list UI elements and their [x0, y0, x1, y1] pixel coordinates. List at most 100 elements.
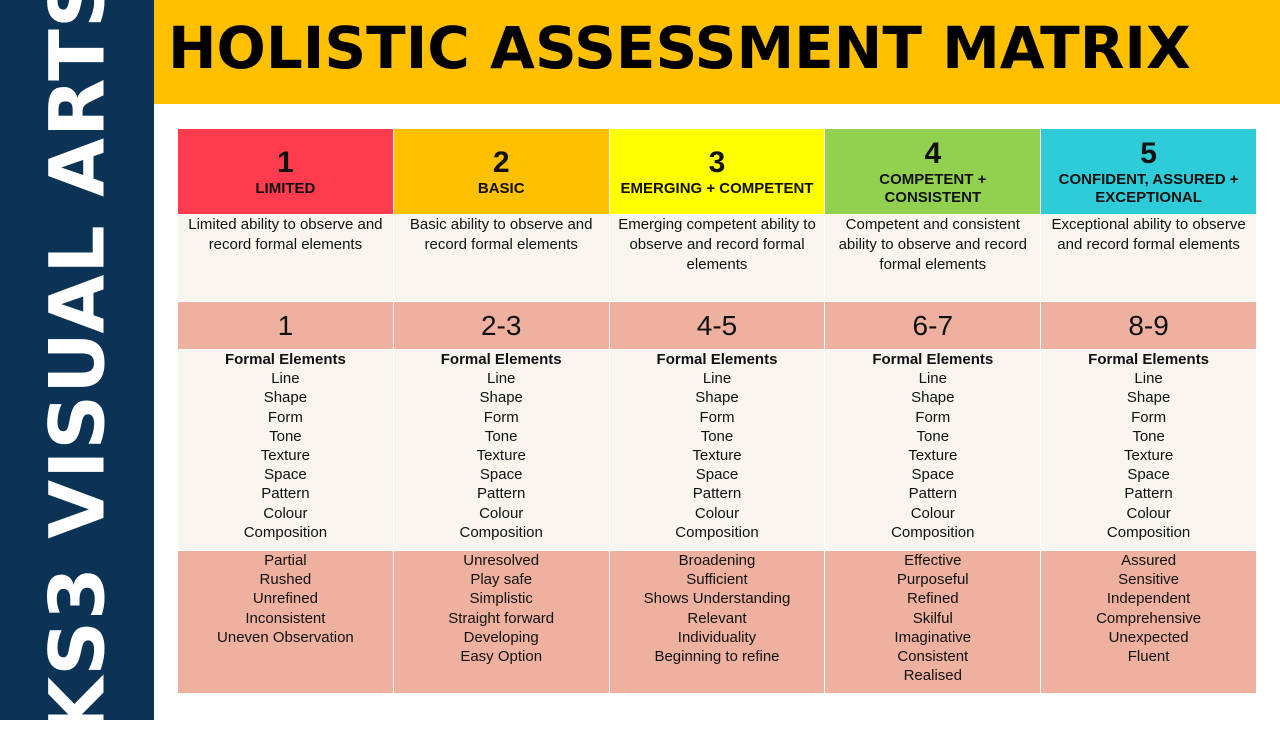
descriptor-word: Straight forward [448, 609, 555, 627]
descriptor-cell: Broadening Sufficient Shows Understanding R… [608, 550, 826, 694]
grade-row: 1 2-3 4-5 6-7 8-9 [177, 301, 1257, 350]
level-label: COMPETENT + CONSISTENT [879, 170, 987, 206]
formal-element-item: Form [483, 408, 519, 426]
formal-elements-cell: Formal Elements Line Shape Form Tone Texture S… [824, 349, 1042, 551]
descriptor-word: Developing [463, 628, 539, 646]
grade-value: 4-5 [696, 309, 738, 341]
descriptor-word: Sufficient [686, 571, 748, 589]
formal-element-item: Shape [911, 389, 955, 407]
formal-element-item: Composition [675, 523, 759, 541]
formal-element-item: Pattern [908, 485, 957, 503]
grade-cell: 2-3 [392, 301, 610, 350]
descriptor-word: Imaginative [894, 628, 972, 646]
descriptor-word: Sensitive [1118, 571, 1180, 589]
formal-element-item: Colour [910, 504, 955, 522]
formal-element-item: Form [1131, 408, 1167, 426]
level-number: 5 [1140, 136, 1157, 170]
level-label: CONFIDENT, ASSURED + EXCEPTIONAL [1058, 170, 1239, 206]
formal-element-item: Colour [694, 504, 740, 522]
level-header-cell: 1 LIMITED [177, 128, 394, 215]
grade-value: 1 [277, 309, 294, 341]
level-description: Exceptional ability to observe and recor… [1040, 214, 1257, 302]
descriptor-word: Individuality [677, 628, 757, 646]
formal-element-item: Space [911, 466, 955, 484]
level-header-cell: 2 BASIC [392, 128, 610, 215]
formal-element-item: Space [695, 466, 739, 484]
sidebar: KS3 VISUAL ARTS [0, 0, 154, 736]
descriptor-word: Comprehensive [1096, 609, 1202, 627]
descriptor-words-row: Partial Rushed Unrefined Inconsistent Uneven… [177, 550, 1257, 694]
formal-element-item: Form [267, 408, 303, 426]
formal-element-item: Shape [263, 389, 308, 407]
descriptor-word: Independent [1106, 590, 1191, 608]
descriptor-word: Refined [906, 590, 959, 608]
descriptor-cell: Effective Purposeful Refined Skilful Imagina… [824, 550, 1042, 694]
formal-element-item: Pattern [692, 485, 742, 503]
formal-element-item: Colour [1126, 504, 1171, 522]
descriptor-word: Consistent [897, 648, 969, 666]
descriptor-word: Unresolved [463, 552, 540, 569]
level-number: 2 [492, 145, 510, 179]
formal-element-item: Form [915, 408, 951, 426]
descriptor-word: Effective [904, 552, 962, 569]
formal-element-item: Pattern [477, 485, 526, 503]
descriptor-word: Beginning to refine [654, 648, 780, 666]
formal-element-item: Composition [1106, 523, 1191, 541]
formal-elements-title: Formal Elements [872, 351, 994, 368]
descriptor-word: Assured [1121, 552, 1177, 569]
formal-element-item: Line [271, 370, 300, 388]
formal-element-item: Line [918, 370, 947, 388]
formal-elements-cell: Formal Elements Line Shape Form Tone Texture S… [392, 349, 610, 551]
level-number: 4 [924, 136, 942, 170]
formal-element-item: Composition [459, 523, 543, 541]
level-label: BASIC [477, 179, 525, 197]
page-title: HOLISTIC ASSESSMENT MATRIX [168, 14, 1191, 82]
level-header-row: 1 LIMITED 2 BASIC 3 EMERGING + COMPETENT 4 COMP… [177, 128, 1257, 215]
descriptor-cell: Partial Rushed Unrefined Inconsistent Uneven… [177, 550, 394, 694]
formal-elements-cell: Formal Elements Line Shape Form Tone Texture S… [1040, 349, 1257, 551]
formal-element-item: Space [264, 466, 307, 484]
descriptor-word: Realised [903, 667, 962, 685]
level-description-text: Emerging competent ability to observe an… [618, 216, 816, 273]
formal-element-item: Texture [1123, 447, 1174, 465]
formal-element-item: Line [487, 370, 516, 388]
level-description-text: Competent and consistent ability to obse… [838, 216, 1027, 273]
formal-elements-title: Formal Elements [656, 351, 778, 368]
assessment-matrix: 1 LIMITED 2 BASIC 3 EMERGING + COMPETENT 4 COMP… [177, 128, 1257, 694]
descriptor-word: Uneven Observation [217, 628, 354, 646]
formal-element-item: Tone [484, 427, 518, 445]
formal-element-item: Tone [700, 427, 734, 445]
formal-element-item: Form [699, 408, 735, 426]
formal-element-item: Texture [476, 447, 526, 465]
formal-element-item: Colour [479, 504, 524, 522]
grade-cell: 1 [177, 301, 394, 350]
formal-element-item: Line [702, 370, 732, 388]
descriptor-word: Easy Option [460, 648, 543, 666]
formal-elements-title: Formal Elements [224, 351, 346, 368]
sidebar-title: KS3 VISUAL ARTS [32, 0, 122, 736]
level-header-cell: 5 CONFIDENT, ASSURED + EXCEPTIONAL [1040, 128, 1257, 215]
level-description: Limited ability to observe and record fo… [177, 214, 394, 302]
level-description: Basic ability to observe and record form… [392, 214, 610, 302]
grade-value: 6-7 [912, 309, 954, 341]
formal-elements-title: Formal Elements [1088, 351, 1210, 368]
descriptor-cell: Assured Sensitive Independent Comprehensive… [1040, 550, 1257, 694]
grade-value: 8-9 [1128, 309, 1169, 341]
descriptor-word: Inconsistent [245, 609, 326, 627]
descriptor-word: Purposeful [896, 571, 969, 589]
descriptor-word: Simplistic [469, 590, 533, 608]
descriptor-word: Broadening [678, 552, 756, 569]
formal-element-item: Line [1134, 370, 1163, 388]
formal-elements-row: Formal Elements Line Shape Form Tone Texture S… [177, 349, 1257, 551]
formal-element-item: Pattern [261, 485, 310, 503]
descriptor-word: Play safe [470, 571, 533, 589]
descriptor-word: Skilful [912, 609, 953, 627]
formal-element-item: Tone [916, 427, 950, 445]
formal-element-item: Space [479, 466, 523, 484]
descriptor-word: Fluent [1127, 648, 1170, 666]
formal-element-item: Tone [1132, 427, 1165, 445]
formal-element-item: Space [1127, 466, 1170, 484]
formal-element-item: Shape [479, 389, 523, 407]
formal-element-item: Shape [695, 389, 739, 407]
grade-cell: 4-5 [608, 301, 826, 350]
